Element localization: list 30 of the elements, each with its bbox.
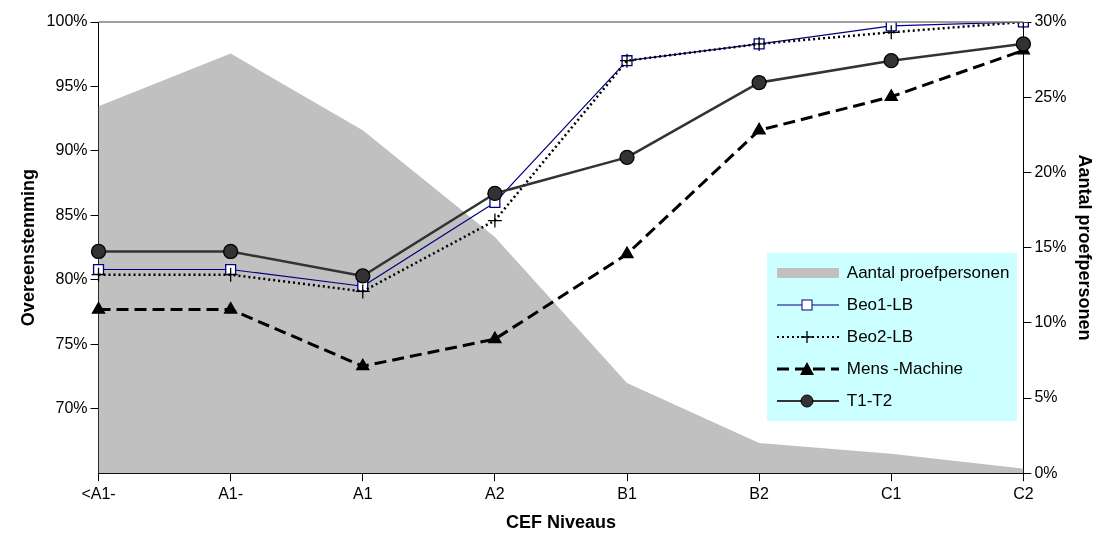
legend-label: Mens -Machine: [846, 359, 964, 380]
y-tick-label: 70%: [55, 399, 88, 417]
y-tick-label: 75%: [55, 334, 88, 352]
x-tick-label: A1-: [218, 485, 244, 503]
y2-tick-label: 15%: [1034, 238, 1067, 256]
y2-tick-label: 10%: [1034, 313, 1067, 331]
x-tick-label: A1: [352, 485, 373, 503]
x-tick-label: B1: [617, 485, 637, 503]
legend-label: Beo1-LB: [846, 295, 913, 316]
x-axis-title: CEF Niveaus: [505, 512, 616, 533]
x-tick-label: B2: [749, 485, 770, 503]
x-tick-label: C1: [881, 485, 902, 503]
y2-tick-label: 25%: [1034, 87, 1067, 105]
legend-label: Aantal proefpersonen: [846, 263, 1010, 284]
y2-tick-label: 5%: [1034, 388, 1058, 406]
y-axis-title: Overeenstemming: [17, 169, 38, 327]
y2-tick-label: 0%: [1034, 463, 1058, 481]
legend-label: T1-T2: [846, 391, 893, 412]
y-tick-label: 95%: [55, 76, 88, 94]
y2-axis-title: Aantal proefpersonen: [1075, 154, 1096, 341]
x-tick-label: <A1-: [81, 485, 116, 503]
y-tick-label: 85%: [55, 205, 88, 223]
y-tick-label: 90%: [55, 141, 88, 159]
y2-tick-label: 30%: [1034, 12, 1067, 30]
y-tick-label: 80%: [55, 270, 88, 288]
x-tick-label: A2: [485, 485, 505, 503]
legend-label: Beo2-LB: [846, 327, 913, 348]
x-tick-label: C2: [1013, 485, 1034, 503]
y2-tick-label: 20%: [1034, 162, 1067, 180]
y-tick-label: 100%: [46, 12, 88, 30]
